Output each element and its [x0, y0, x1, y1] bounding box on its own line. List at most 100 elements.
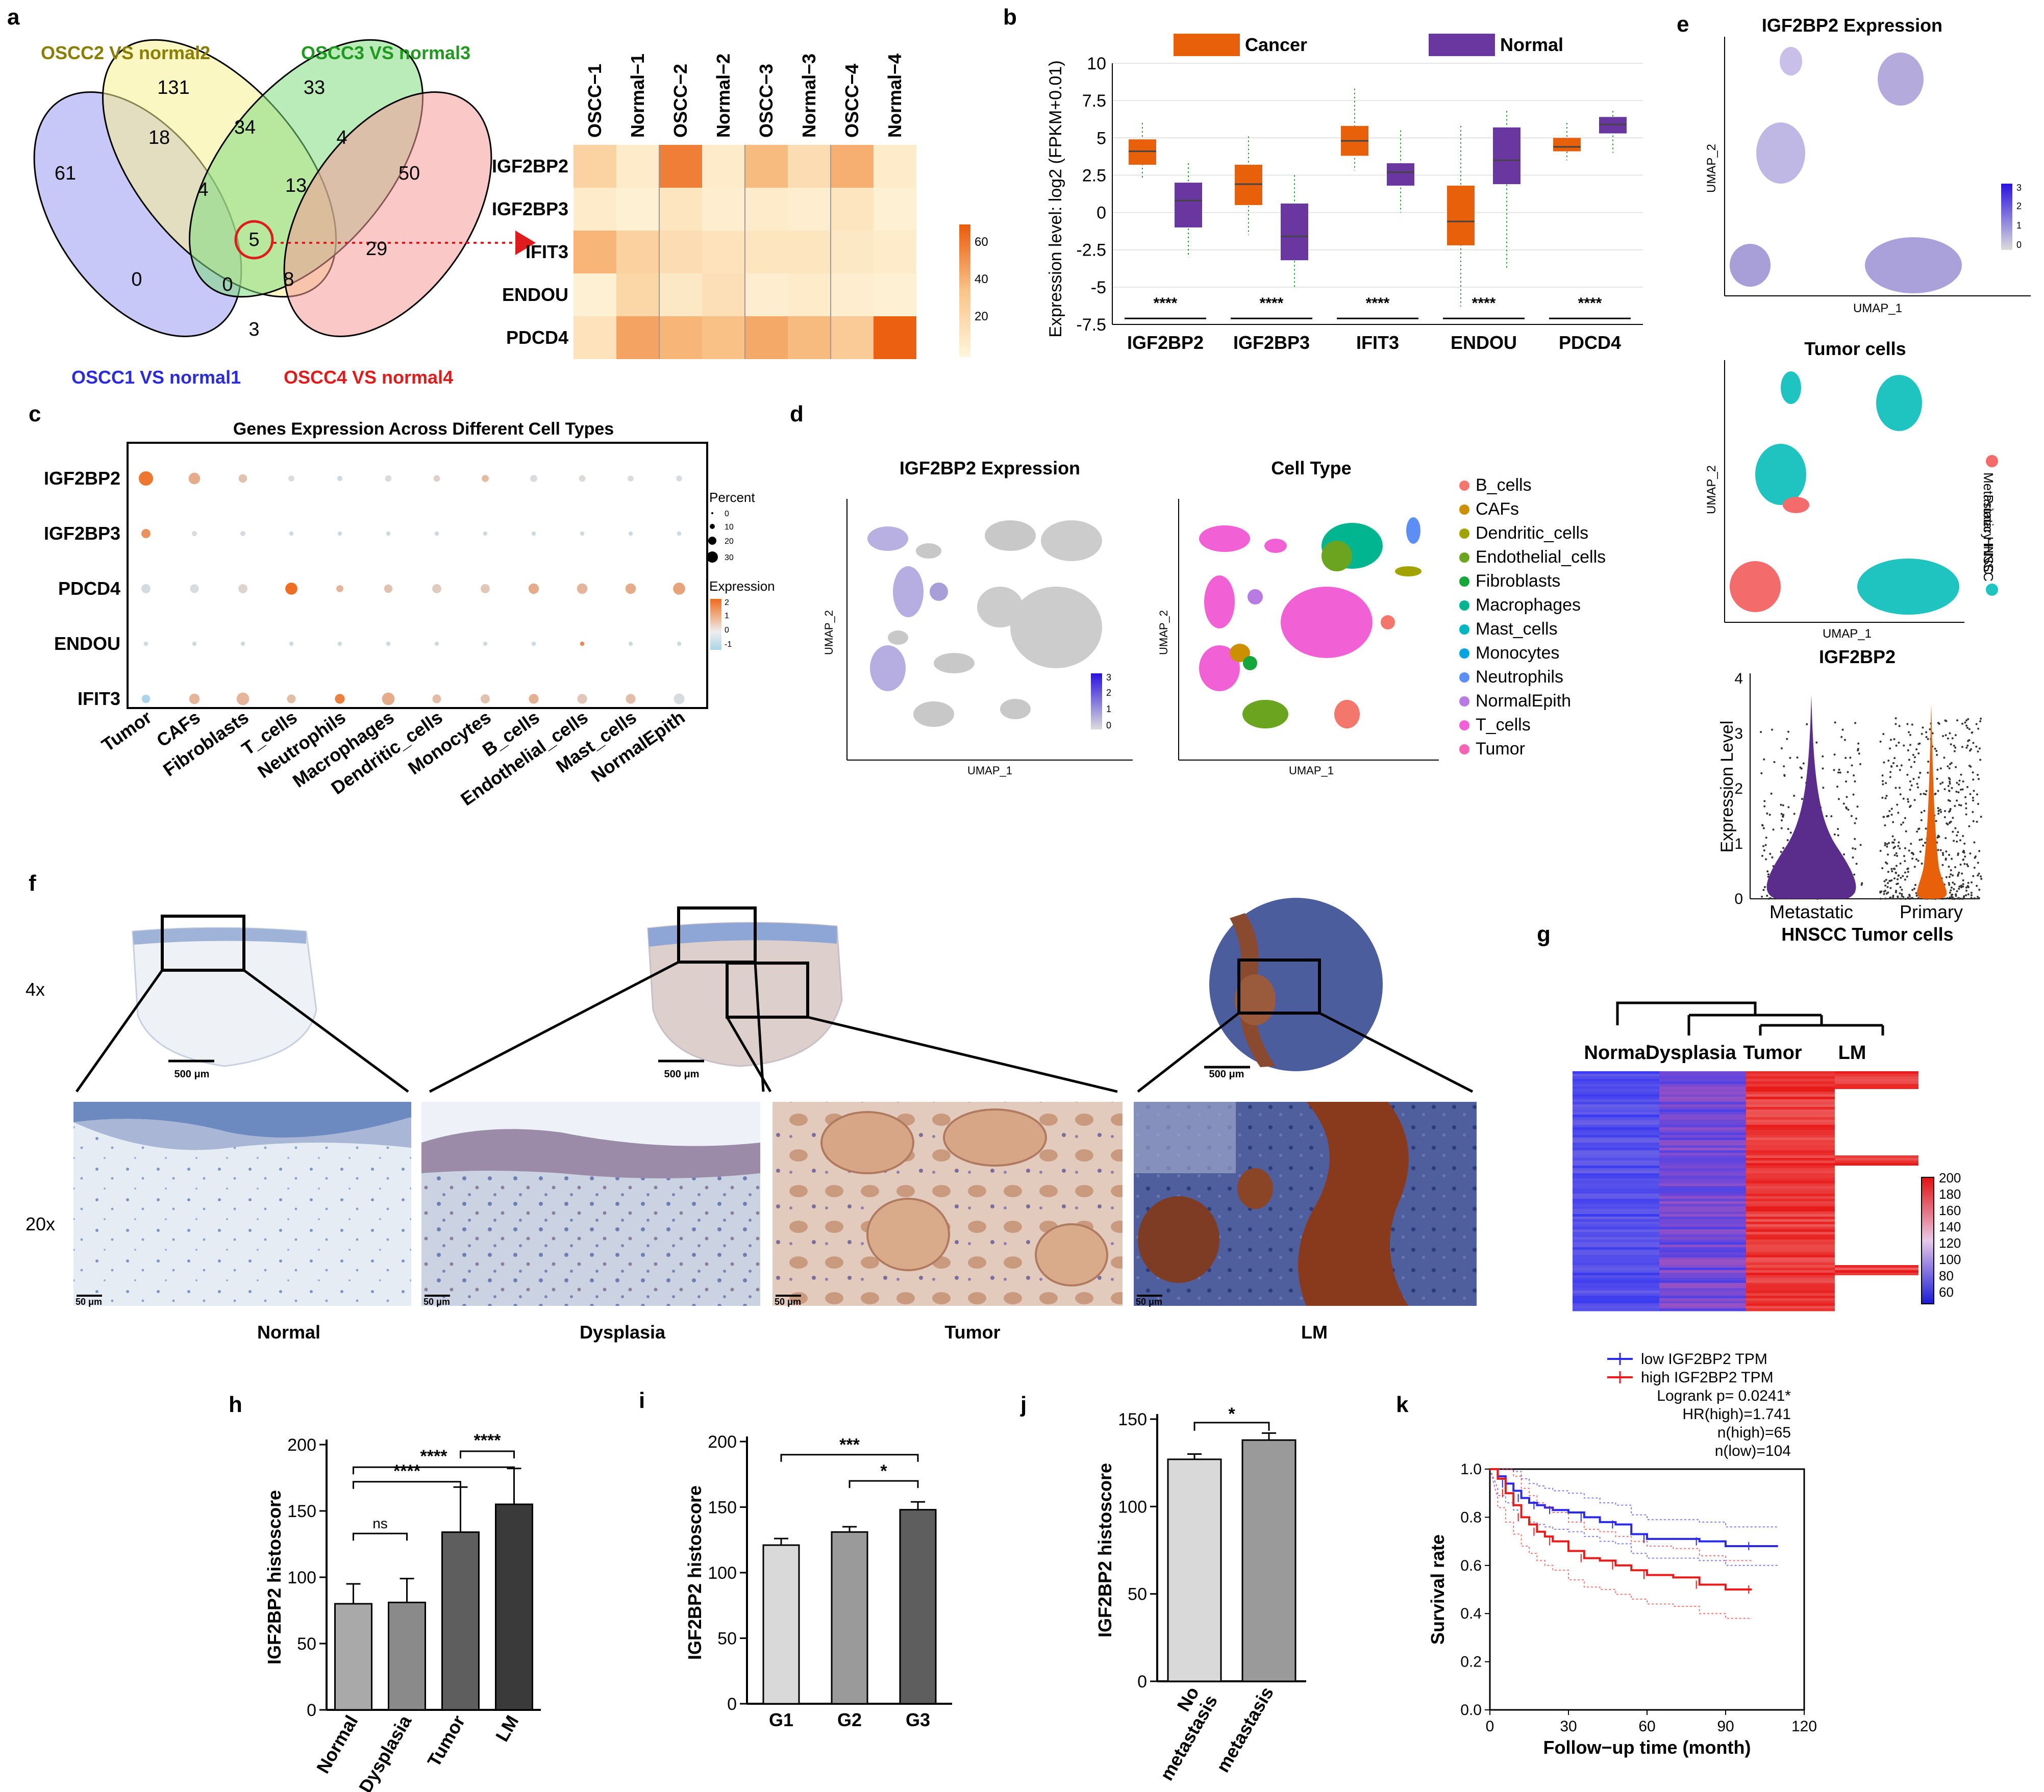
- violin-point: [1975, 745, 1978, 748]
- heatmap-stripe: [1746, 1283, 1835, 1286]
- violin-point: [1948, 865, 1950, 868]
- violin-point: [1949, 780, 1951, 783]
- violin-point: [1761, 854, 1764, 857]
- heatmap-stripe: [1835, 1145, 1918, 1148]
- violin-point: [1921, 733, 1923, 735]
- violin-point: [1780, 803, 1782, 806]
- violin-point: [1922, 844, 1925, 847]
- violin-point: [1914, 884, 1916, 886]
- heatmap-stripe: [1746, 1273, 1835, 1276]
- heatmap-cell: [745, 273, 788, 316]
- heatmap-stripe: [1659, 1076, 1746, 1079]
- heatmap-stripe: [1573, 1099, 1659, 1102]
- heatmap-stripe: [1835, 1092, 1918, 1095]
- heatmap-stripe: [1746, 1125, 1835, 1128]
- violin-point: [1960, 788, 1962, 791]
- heatmap-stripe: [1746, 1145, 1835, 1148]
- ihc-overview-dysplasia-tumor: [647, 906, 843, 1067]
- violin-point: [1837, 798, 1840, 800]
- heatmap-stripe: [1746, 1219, 1835, 1222]
- violin-point: [1914, 756, 1916, 759]
- heatmap-stripe: [1573, 1145, 1659, 1148]
- bar-ytick: 150: [708, 1498, 737, 1518]
- violin-point: [1967, 740, 1970, 742]
- venn-count: 0: [131, 269, 142, 290]
- violin-point: [1951, 893, 1954, 896]
- heatmap-cell: [874, 145, 916, 188]
- heatmap-stripe: [1573, 1222, 1659, 1225]
- heatmap-stripe: [1573, 1143, 1659, 1146]
- heatmap-col-label: Normal−1: [627, 54, 648, 138]
- violin-point: [1899, 862, 1902, 865]
- violin-point: [1851, 764, 1853, 767]
- violin-point: [1951, 897, 1954, 900]
- violin-point: [1887, 760, 1890, 762]
- violin-group: Metastatic: [1769, 901, 1853, 922]
- violin-point: [1966, 744, 1969, 747]
- heatmap-stripe: [1659, 1150, 1746, 1153]
- heatmap-stripe: [1746, 1120, 1835, 1123]
- umap-ylabel: UMAP_2: [1157, 610, 1170, 655]
- violin-point: [1899, 769, 1901, 771]
- heatmap-cell: [788, 231, 831, 273]
- legend-percent-tick: 30: [725, 553, 734, 562]
- heatmap-stripe: [1659, 1135, 1746, 1138]
- significance-mark: ****: [1472, 295, 1496, 312]
- heatmap-stripe: [1835, 1247, 1918, 1250]
- legend-dot: [1459, 672, 1469, 683]
- heatmap-col-label: OSCC−3: [756, 64, 777, 138]
- ihc-label: Dysplasia: [580, 1322, 666, 1343]
- heatmap-stripe: [1746, 1089, 1835, 1092]
- heatmap-stripe: [1835, 1102, 1918, 1105]
- heatmap-cell: [745, 145, 788, 188]
- heatmap-stripe: [1659, 1189, 1746, 1192]
- violin-point: [1918, 827, 1921, 830]
- heatmap-stripe: [1835, 1104, 1918, 1107]
- heatmap-stripe: [1659, 1301, 1746, 1304]
- heatmap-stripe: [1835, 1120, 1918, 1123]
- heatmap-stripe: [1746, 1298, 1835, 1301]
- dotplot-dot: [238, 474, 247, 483]
- dotplot-dot: [384, 584, 393, 593]
- dotplot-dot: [143, 641, 148, 646]
- violin-point: [1763, 758, 1765, 761]
- violin-point: [1815, 741, 1818, 744]
- violin-point: [1927, 738, 1929, 740]
- violin-point: [1967, 865, 1970, 868]
- heatmap-stripe: [1835, 1222, 1918, 1225]
- heatmap-stripe: [1835, 1303, 1918, 1306]
- heatmap-stripe: [1573, 1168, 1659, 1171]
- venn-set-label: OSCC3 VS normal3: [301, 42, 470, 63]
- heatmap-stripe: [1659, 1242, 1746, 1245]
- venn-count: 4: [336, 127, 347, 148]
- violin-point: [1967, 893, 1970, 896]
- heatmap-stripe: [1746, 1160, 1835, 1164]
- legend-celltype: Endothelial_cells: [1476, 547, 1606, 567]
- violin-point: [1766, 812, 1768, 815]
- heatmap-stripe: [1659, 1102, 1746, 1105]
- violin-point: [1958, 783, 1960, 786]
- violin-point: [1764, 844, 1767, 846]
- violin-point: [1859, 844, 1862, 846]
- heatmap-col-label: Normal−2: [713, 54, 734, 138]
- heatmap-stripe: [1573, 1071, 1659, 1074]
- violin-point: [1963, 842, 1966, 845]
- umap-e-title: IGF2BP2 Expression: [1762, 15, 1942, 36]
- heatmap-stripe: [1573, 1242, 1659, 1245]
- dotplot-dot: [531, 531, 536, 536]
- boxplot-ytick: 10: [1087, 54, 1106, 73]
- violin-point: [1949, 800, 1951, 802]
- bar: [334, 1603, 372, 1711]
- heatmap-cell: [874, 188, 916, 231]
- violin-point: [1846, 796, 1848, 798]
- heatmap-stripe: [1659, 1240, 1746, 1243]
- heatmap-stripe: [1573, 1120, 1659, 1123]
- violin-point: [1801, 776, 1803, 779]
- umap-scale-tick: 0: [2016, 240, 2022, 250]
- violin-point: [1889, 771, 1892, 773]
- dotplot-dot: [625, 583, 636, 594]
- violin-point: [1855, 863, 1858, 865]
- legend-expr-tick: 1: [725, 612, 729, 620]
- violin-point: [1950, 873, 1952, 876]
- heatmap-stripe: [1659, 1255, 1746, 1258]
